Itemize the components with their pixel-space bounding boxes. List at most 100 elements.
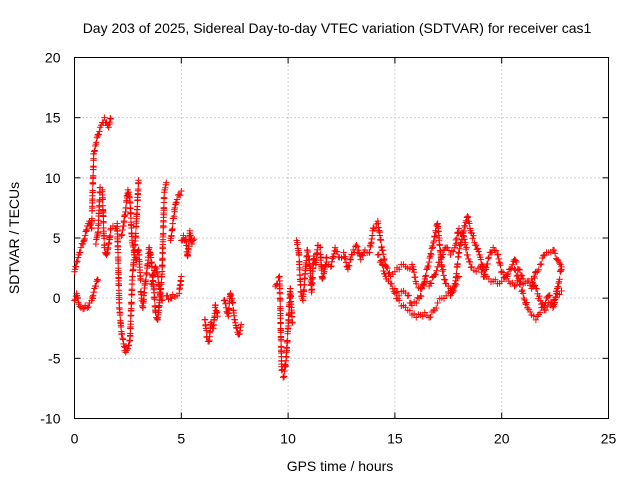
data-point (346, 255, 354, 263)
data-point (80, 305, 88, 312)
data-point (551, 250, 559, 257)
data-point (436, 234, 443, 242)
data-point (482, 271, 489, 278)
data-point (231, 316, 238, 324)
data-point (377, 257, 385, 264)
data-point (175, 191, 183, 198)
data-point (300, 287, 308, 295)
data-point (115, 257, 122, 265)
data-point (428, 251, 435, 258)
data-point (83, 226, 90, 234)
data-point (107, 115, 115, 123)
data-point (275, 274, 282, 281)
data-point (106, 118, 113, 126)
data-point (429, 244, 437, 251)
data-point (100, 218, 107, 225)
y-tick-label: 15 (45, 110, 61, 126)
data-point (524, 304, 531, 311)
data-point (502, 275, 510, 283)
data-point (309, 274, 316, 281)
data-point (148, 281, 156, 288)
data-point (301, 281, 308, 289)
data-point (347, 256, 354, 263)
data-point (439, 268, 446, 275)
data-point (426, 254, 433, 262)
data-point (201, 316, 209, 323)
data-point (423, 266, 430, 273)
data-point (466, 258, 474, 266)
data-point (517, 281, 525, 288)
data-point (81, 235, 88, 243)
data-point (126, 337, 133, 345)
data-point (417, 293, 425, 300)
data-point (314, 249, 321, 257)
data-point (550, 246, 558, 254)
data-point (437, 255, 445, 263)
data-point (119, 226, 126, 234)
data-point (555, 257, 562, 264)
data-point (468, 263, 475, 271)
data-point (513, 258, 520, 266)
data-point (526, 308, 534, 316)
y-tick-label: 0 (53, 290, 61, 306)
data-point (450, 248, 457, 255)
data-point (457, 241, 465, 248)
data-point (422, 272, 430, 279)
data-point (381, 255, 388, 263)
data-point (379, 247, 386, 254)
data-point (533, 285, 540, 292)
data-point (431, 233, 439, 241)
data-point (472, 242, 480, 249)
data-point (105, 124, 112, 131)
data-point (353, 243, 361, 250)
data-point (464, 213, 471, 220)
data-point (154, 269, 161, 276)
data-point (85, 303, 92, 311)
data-point (120, 218, 128, 226)
data-point (371, 225, 379, 233)
data-point (440, 272, 447, 279)
data-point (461, 222, 468, 229)
data-point (344, 266, 352, 273)
data-point (453, 240, 460, 247)
data-point (553, 288, 560, 295)
data-point (388, 280, 395, 287)
data-point (409, 263, 417, 270)
data-point (168, 295, 175, 302)
y-tick-label: 20 (45, 50, 61, 66)
data-point (420, 279, 428, 287)
data-point (458, 236, 466, 243)
data-point (454, 260, 461, 268)
data-point (178, 187, 185, 195)
data-point (380, 256, 388, 264)
data-point (512, 282, 520, 289)
data-point (188, 240, 196, 248)
data-point (444, 244, 451, 251)
data-point (157, 288, 164, 296)
data-point (504, 270, 512, 278)
data-point (84, 304, 91, 311)
data-point (366, 249, 373, 256)
data-point (79, 240, 87, 248)
data-point (280, 373, 288, 380)
data-point (81, 232, 89, 239)
data-point (89, 172, 97, 179)
data-point (162, 184, 169, 192)
data-point (429, 242, 436, 250)
data-point (76, 303, 84, 310)
data-point (177, 192, 184, 199)
data-point (190, 236, 198, 243)
data-point (531, 282, 539, 289)
data-point (80, 237, 88, 244)
data-point (214, 313, 221, 320)
data-point (470, 232, 477, 239)
data-point (481, 270, 488, 278)
data-point (73, 258, 80, 266)
data-point (221, 296, 228, 304)
data-point (278, 367, 285, 374)
data-point (153, 268, 160, 275)
data-point (540, 252, 547, 259)
data-point (536, 309, 544, 316)
data-point (99, 196, 106, 203)
data-point (408, 302, 416, 309)
